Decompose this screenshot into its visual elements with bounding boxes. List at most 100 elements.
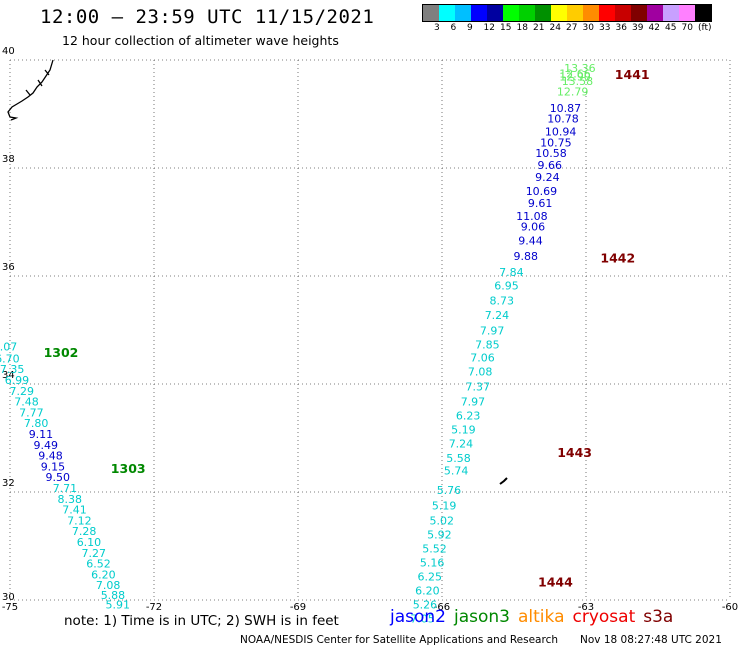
- swh-value-label: 7.27: [82, 547, 107, 560]
- color-swatch: [439, 5, 455, 21]
- swh-value-label: 10.58: [535, 147, 567, 160]
- color-scale-label: 6: [450, 23, 457, 33]
- swh-value-label: 5.02: [430, 514, 455, 527]
- swh-value-label: 10.94: [545, 126, 577, 139]
- color-scale-label: 45: [665, 23, 677, 33]
- swh-value-label: 7.24: [485, 309, 510, 322]
- swh-value-label: 6.95: [494, 280, 519, 293]
- swh-value-label: 7.84: [499, 266, 524, 279]
- lat-tick-label: 38: [2, 154, 15, 165]
- swh-value-label: 7.08: [468, 365, 493, 378]
- lon-tick-label: -63: [578, 602, 594, 613]
- color-scale-label: 21: [533, 23, 545, 33]
- swh-value-label: 7.12: [67, 514, 92, 527]
- swh-value-label: 12.66: [559, 67, 591, 80]
- swh-value-label: 5.88: [101, 589, 126, 602]
- lon-tick-label: -72: [146, 602, 162, 613]
- swh-value-label: 9.49: [34, 439, 59, 452]
- swh-value-label: 5.92: [427, 528, 452, 541]
- swh-value-label: 9.44: [518, 235, 543, 248]
- swh-value-label: 6.52: [86, 558, 111, 571]
- swh-value-label: 7.28: [72, 525, 97, 538]
- swh-value-label: 5.19: [432, 499, 457, 512]
- lat-tick-label: 40: [2, 46, 15, 57]
- swh-value-label: 9.48: [38, 450, 63, 463]
- color-swatch: [631, 5, 647, 21]
- color-swatch: [519, 5, 535, 21]
- swh-value-label: 7.29: [10, 385, 35, 398]
- swh-value-label: 5.91: [106, 599, 131, 612]
- coastline: [7, 59, 54, 121]
- swh-value-label: 8.38: [58, 493, 83, 506]
- lon-tick-label: -69: [290, 602, 306, 613]
- lat-tick-label: 34: [2, 370, 15, 381]
- color-swatch: [615, 5, 631, 21]
- credit-line: NOAA/NESDIS Center for Satellite Applica…: [240, 634, 558, 646]
- color-swatch: [423, 5, 439, 21]
- color-scale-label: 24: [549, 23, 561, 33]
- color-scale-label: 12: [483, 23, 495, 33]
- color-swatch: [599, 5, 615, 21]
- map-tick-labels: -75 -72 -69 -66 -63 -60 30 32 34 36 38 40: [2, 46, 738, 613]
- swh-value-label: 13.36: [564, 62, 596, 75]
- lat-tick-label: 32: [2, 478, 15, 489]
- swh-value-label: 11.08: [516, 210, 548, 223]
- generated-timestamp: Nov 18 08:27:48 UTC 2021: [580, 634, 722, 646]
- swh-value-label: 5.52: [422, 542, 447, 555]
- color-swatch: [647, 5, 663, 21]
- color-scale-label: 3: [434, 23, 440, 33]
- orbit-number-label: 1442: [600, 251, 635, 266]
- swh-value-label: 7.06: [470, 351, 495, 364]
- color-scale-label: 42: [648, 23, 660, 33]
- swh-value-label: 9.61: [528, 197, 553, 210]
- color-swatch: [663, 5, 679, 21]
- lon-tick-label: -66: [434, 602, 450, 613]
- swh-value-label: 5.16: [420, 557, 445, 570]
- swh-value-label: 10.75: [540, 136, 572, 149]
- legend-s3a: s3a: [643, 607, 674, 627]
- swh-value-label: 7.97: [480, 324, 505, 337]
- swh-value-label: 5.76: [437, 484, 462, 497]
- track-marker: [499, 477, 508, 485]
- swh-value-label: 9.15: [41, 460, 66, 473]
- swh-value-label: 6.20: [91, 568, 116, 581]
- color-swatch: [487, 5, 503, 21]
- color-scale-label: 15: [500, 23, 512, 33]
- swh-value-label: 5.26: [413, 599, 438, 612]
- color-scale-label: 27: [566, 23, 578, 33]
- swh-value-label: 6.70: [0, 352, 20, 365]
- color-scale-label: 39: [632, 23, 644, 33]
- swh-value-label: 7.71: [53, 482, 78, 495]
- swh-value-label: 7.48: [14, 396, 39, 409]
- swh-value-label: 6.23: [456, 410, 481, 423]
- map-subtitle: 12 hour collection of altimeter wave hei…: [62, 33, 339, 48]
- swh-value-label: 6.25: [418, 571, 443, 584]
- color-swatch: [535, 5, 551, 21]
- color-scale-label: (ft): [698, 23, 712, 33]
- color-scale-label: 70: [681, 23, 693, 33]
- swh-value-label: 13.58: [562, 75, 594, 88]
- track-cryosat: 7.846.958.737.247.977.857.067.087.377.97…: [410, 266, 592, 626]
- swh-value-label: 7.24: [449, 438, 474, 451]
- swh-value-label: 12.90: [559, 71, 591, 84]
- color-swatch: [471, 5, 487, 21]
- swh-value-label: 7.37: [466, 380, 491, 393]
- swh-value-label: 5.74: [444, 465, 469, 478]
- color-swatch: [695, 5, 711, 21]
- color-swatch: [503, 5, 519, 21]
- swh-value-label: 7.05: [410, 613, 435, 626]
- swh-value-label: 9.66: [538, 159, 563, 172]
- swh-value-label: 10.69: [526, 185, 558, 198]
- orbit-number-label: 1302: [44, 345, 79, 360]
- swh-value-label: 9.06: [521, 221, 546, 234]
- color-scale-label: 18: [516, 23, 528, 33]
- color-scale-label: 36: [615, 23, 627, 33]
- swh-value-label: 9.88: [514, 250, 539, 263]
- swh-value-label: 7.41: [62, 504, 87, 517]
- swh-value-label: 7.77: [19, 406, 44, 419]
- footnote: note: 1) Time is in UTC; 2) SWH is in fe…: [64, 613, 339, 629]
- swh-value-label: 7.08: [96, 579, 121, 592]
- swh-value-label: 7.85: [475, 338, 500, 351]
- color-scale-label: 30: [582, 23, 594, 33]
